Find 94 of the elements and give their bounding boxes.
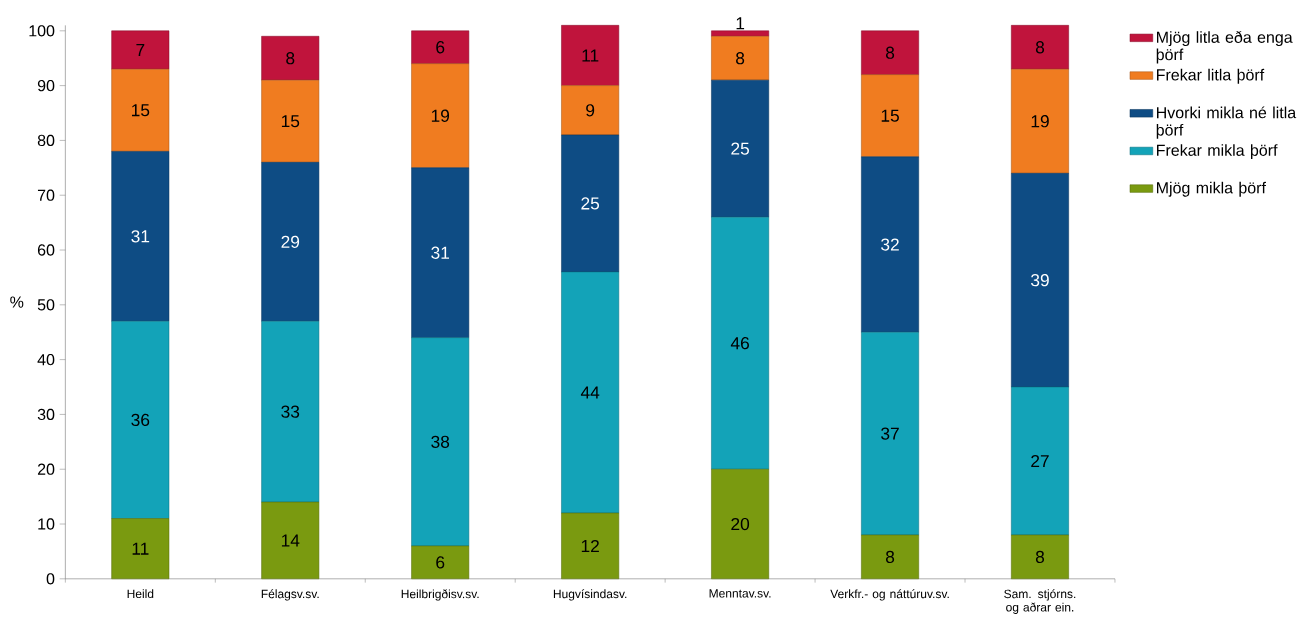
bar	[711, 36, 770, 81]
x-tick-label: Heild	[127, 589, 154, 599]
bar	[261, 80, 320, 163]
data-label: 31	[131, 230, 150, 243]
bar	[111, 321, 170, 520]
data-label: 8	[885, 551, 895, 564]
data-label: 38	[431, 435, 450, 449]
data-label: 32	[881, 238, 899, 251]
bar	[861, 74, 919, 158]
data-label: 7	[136, 44, 145, 57]
legend-label: Mjög litla eða enga þörf	[1156, 31, 1293, 64]
data-label: 29	[281, 235, 300, 249]
data-label: 11	[132, 542, 149, 555]
data-label: 15	[881, 109, 899, 123]
bar	[861, 534, 919, 580]
bar	[561, 513, 620, 580]
y-tick-label: 100	[29, 25, 55, 37]
bar	[711, 80, 770, 218]
bar	[111, 30, 170, 70]
bar	[411, 337, 470, 547]
bar	[1011, 534, 1069, 580]
data-label: 36	[131, 414, 150, 427]
y-tick-label: 30	[37, 409, 55, 421]
bar	[411, 63, 470, 169]
x-tick-label: Verkfr.- og náttúruv.sv.	[830, 589, 949, 601]
data-label: 25	[731, 142, 750, 156]
y-tick-label: 20	[37, 463, 55, 476]
data-label: 6	[436, 41, 445, 54]
bar	[111, 151, 170, 322]
x-tick-label: Sam. stjórns. og aðrar ein.	[1004, 589, 1076, 615]
bar	[411, 167, 470, 339]
bar	[1011, 173, 1069, 388]
data-label: 39	[1031, 274, 1049, 287]
bar	[1011, 25, 1069, 70]
data-label: 1	[736, 17, 745, 30]
bar	[261, 321, 320, 503]
bar	[261, 36, 320, 81]
x-tick-label: Menntav.sv.	[709, 589, 771, 598]
bar	[411, 545, 470, 580]
bar	[561, 25, 620, 87]
data-label: 19	[431, 109, 450, 123]
data-label: 15	[132, 104, 150, 117]
bar	[111, 518, 170, 580]
y-tick-label: 70	[37, 189, 55, 202]
bar	[861, 30, 919, 76]
data-label: 12	[581, 540, 599, 553]
bar	[261, 162, 320, 322]
data-label: 37	[881, 427, 899, 440]
data-label: 46	[730, 337, 749, 350]
data-label: 8	[736, 52, 745, 65]
y-tick-label: 80	[37, 135, 55, 147]
y-tick-label: 0	[46, 573, 55, 585]
data-label: 25	[581, 197, 600, 210]
y-tick-label: 90	[37, 80, 55, 92]
bar	[861, 332, 919, 536]
x-tick-label: Félagsv.sv.	[261, 589, 319, 601]
data-label: 11	[582, 49, 599, 62]
legend-label: Frekar litla þörf	[1157, 69, 1265, 84]
data-label: 6	[436, 556, 445, 569]
data-label: 8	[885, 46, 895, 60]
bar	[711, 217, 770, 470]
data-label: 20	[731, 518, 750, 531]
bar	[111, 69, 170, 152]
data-label: 31	[431, 246, 450, 260]
y-axis-title: %	[10, 296, 24, 308]
x-tick-label: Hugvísindasv.	[553, 589, 627, 601]
bar	[561, 85, 620, 136]
bar	[411, 30, 470, 65]
data-label: 14	[281, 534, 300, 547]
y-tick-label: 50	[37, 299, 55, 311]
legend-label: Mjög mikla þörf	[1157, 182, 1266, 197]
data-label: 9	[586, 104, 595, 117]
y-tick-label: 40	[37, 354, 55, 366]
bar	[561, 134, 620, 273]
bar	[261, 502, 320, 580]
x-tick-label: Heilbrigðisv.sv.	[401, 589, 479, 601]
data-label: 8	[1035, 551, 1045, 564]
data-label: 44	[580, 386, 600, 399]
data-label: 33	[281, 405, 300, 419]
data-label: 19	[1031, 115, 1049, 128]
data-label: 27	[1031, 455, 1049, 468]
data-label: 8	[1035, 41, 1045, 54]
bar	[1011, 387, 1069, 536]
bar	[861, 156, 919, 333]
data-label: 15	[281, 115, 300, 128]
legend-label: Frekar mikla þörf	[1157, 144, 1278, 160]
y-tick-label: 10	[38, 518, 55, 530]
bar	[711, 30, 770, 37]
y-tick-label: 60	[37, 244, 55, 256]
legend-label: Hvorki mikla né litla þörf	[1156, 106, 1297, 140]
data-label: 8	[286, 52, 295, 65]
bar	[561, 271, 620, 514]
bar	[1011, 69, 1069, 174]
bar	[711, 469, 770, 580]
